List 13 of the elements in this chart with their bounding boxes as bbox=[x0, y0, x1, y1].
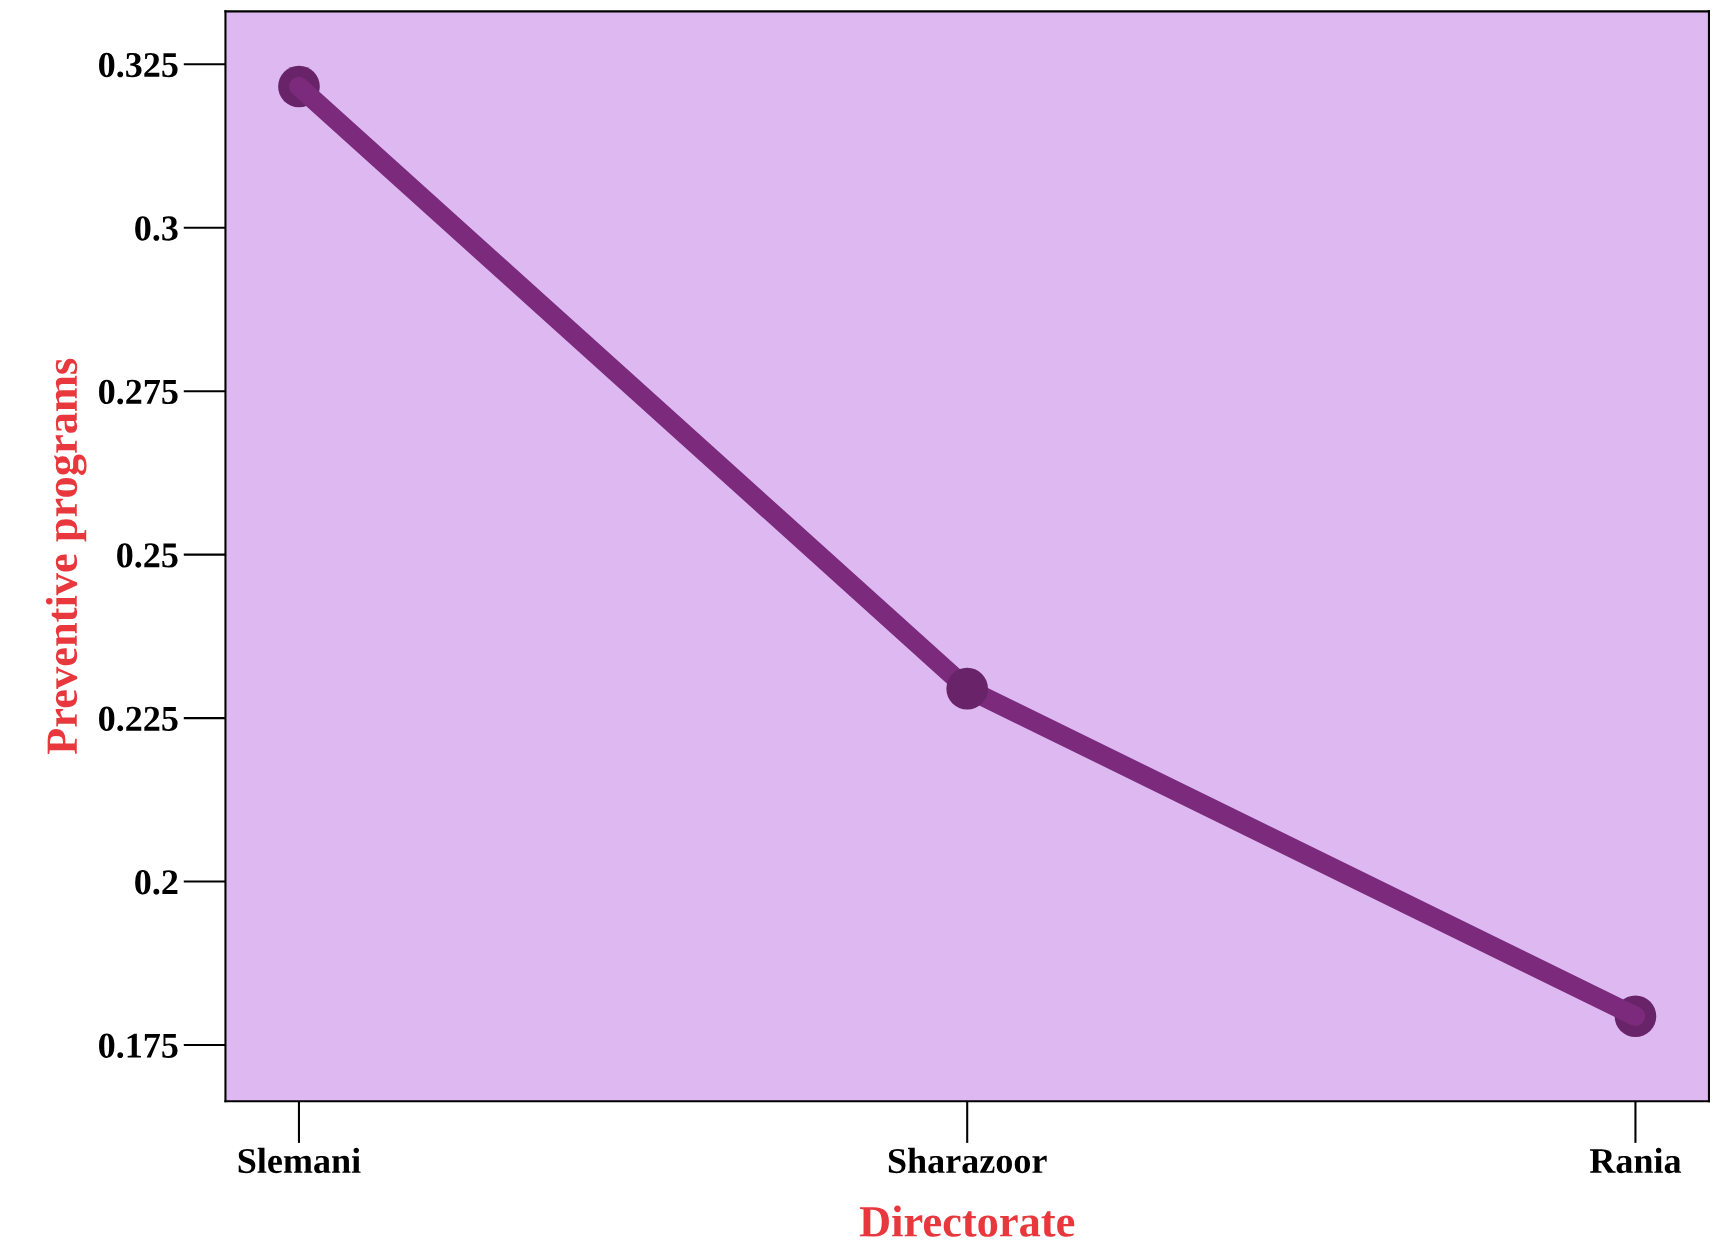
x-tick-label: Slemani bbox=[238, 1147, 361, 1174]
y-tick-label: 0.225 bbox=[99, 706, 178, 732]
point bbox=[946, 667, 989, 710]
y-tick-label: 0.325 bbox=[99, 52, 178, 78]
x-tick-label: Sharazoor bbox=[888, 1147, 1047, 1174]
y-tick-label: 0.275 bbox=[99, 379, 178, 405]
y-tick-label: 0.25 bbox=[117, 543, 178, 568]
x-tick-label: Rania bbox=[1589, 1147, 1682, 1174]
y-axis-title: Preventive programs bbox=[45, 358, 87, 755]
y-tick-label: 0.2 bbox=[135, 870, 178, 895]
x-axis-title: Directorate bbox=[859, 1205, 1075, 1237]
y-tick-label: 0.175 bbox=[99, 1033, 178, 1059]
y-tick-label: 0.3 bbox=[135, 216, 178, 241]
